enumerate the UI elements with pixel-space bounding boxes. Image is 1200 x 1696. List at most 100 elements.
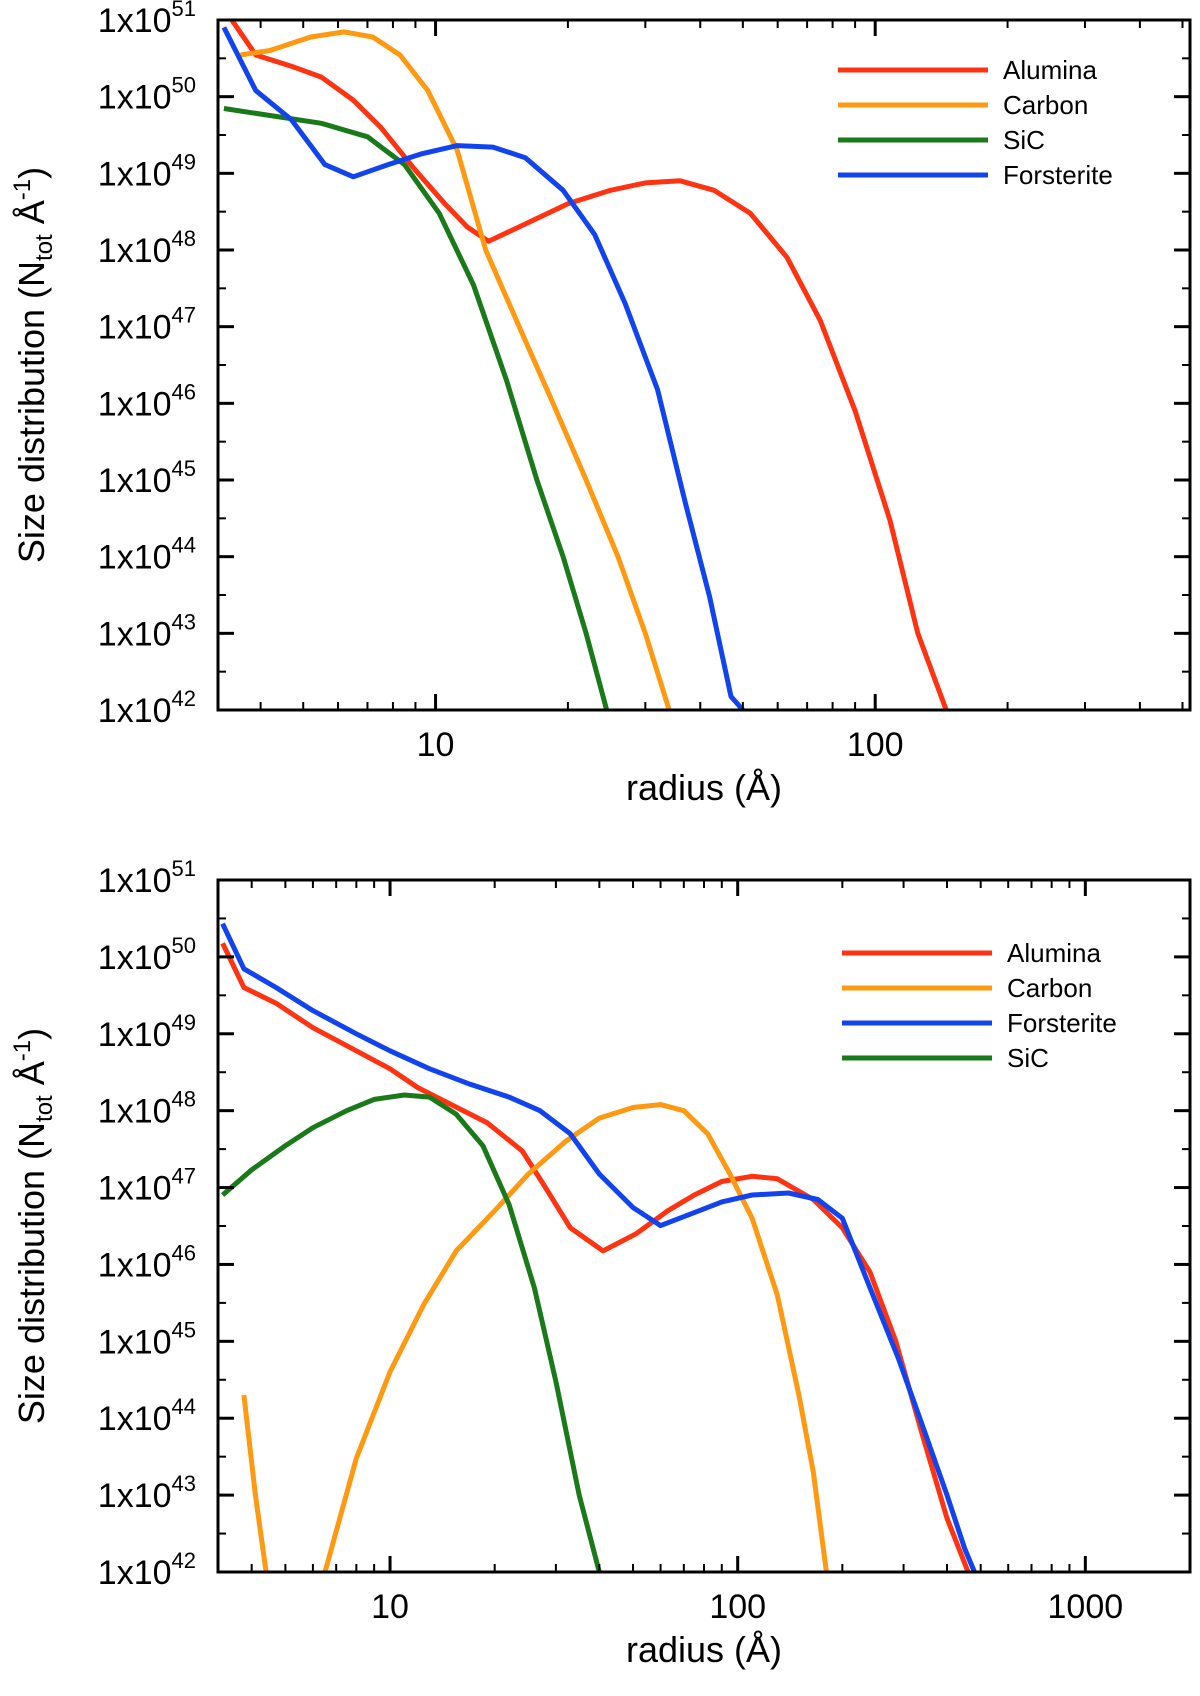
- y-tick-label: 1x1046: [98, 1240, 196, 1284]
- y-tick-exponent: 48: [172, 1087, 196, 1112]
- y-tick-exponent: 48: [172, 226, 196, 251]
- y-tick-label: 1x1051: [98, 856, 196, 900]
- y-tick-exponent: 46: [172, 1240, 196, 1265]
- y-tick-label: 1x1045: [98, 1317, 196, 1361]
- x-axis-title: radius (Å): [626, 1629, 782, 1670]
- y-tick-mantissa: 1x10: [98, 1170, 172, 1208]
- chart-panel-1: 1x10421x10431x10441x10451x10461x10471x10…: [9, 0, 1192, 808]
- y-tick-exponent: 51: [172, 856, 196, 881]
- y-axis-title-close: ): [11, 167, 52, 179]
- y-tick-exponent: 50: [172, 933, 196, 958]
- x-tick-label: 10: [417, 726, 455, 764]
- y-tick-mantissa: 1x10: [98, 232, 172, 270]
- y-tick-exponent: 50: [172, 73, 196, 98]
- y-tick-label: 1x1046: [98, 379, 196, 423]
- y-tick-exponent: 46: [172, 379, 196, 404]
- y-tick-exponent: 43: [172, 1471, 196, 1496]
- y-axis-title-subscript: tot: [31, 1095, 58, 1122]
- y-axis-title-close: ): [11, 1028, 52, 1040]
- y-tick-exponent: 49: [172, 1010, 196, 1035]
- y-axis-title-unit: Å: [11, 200, 52, 234]
- y-tick-label: 1x1044: [98, 533, 196, 577]
- legend-label-carbon: Carbon: [1007, 973, 1092, 1003]
- series-line-carbon-seg2: [322, 1102, 829, 1572]
- series-line-sic: [223, 106, 610, 710]
- y-tick-mantissa: 1x10: [98, 539, 172, 577]
- x-axis-title: radius (Å): [626, 767, 782, 808]
- plot-frame: [216, 18, 1192, 712]
- y-axis-title: Size distribution (Ntot Å-1): [9, 167, 58, 563]
- y-tick-label: 1x1051: [98, 0, 196, 40]
- y-tick-exponent: 44: [172, 1394, 196, 1419]
- y-tick-label: 1x1042: [98, 1548, 196, 1592]
- legend-label-forsterite: Forsterite: [1007, 1008, 1117, 1038]
- y-tick-exponent: 47: [172, 303, 196, 328]
- y-tick-exponent: 47: [172, 1164, 196, 1189]
- y-tick-exponent: 45: [172, 456, 196, 481]
- y-tick-label: 1x1049: [98, 1010, 196, 1054]
- y-tick-mantissa: 1x10: [98, 1323, 172, 1361]
- y-axis-title-n: N: [11, 261, 52, 287]
- y-tick-exponent: 43: [172, 609, 196, 634]
- y-tick-exponent: 44: [172, 533, 196, 558]
- y-tick-mantissa: 1x10: [98, 1016, 172, 1054]
- y-axis-title-n: N: [11, 1122, 52, 1148]
- y-tick-exponent: 45: [172, 1317, 196, 1342]
- y-tick-label: 1x1042: [98, 686, 196, 730]
- series-line-carbon: [240, 29, 672, 710]
- y-tick-mantissa: 1x10: [98, 1554, 172, 1592]
- legend-label-alumina: Alumina: [1003, 55, 1097, 85]
- legend-label-sic: SiC: [1003, 125, 1045, 155]
- y-tick-mantissa: 1x10: [98, 1093, 172, 1131]
- y-tick-mantissa: 1x10: [98, 615, 172, 653]
- y-tick-exponent: 49: [172, 149, 196, 174]
- chart-panel-2: 1x10421x10431x10441x10451x10461x10471x10…: [9, 856, 1192, 1670]
- x-tick-label: 100: [709, 1588, 766, 1626]
- y-tick-mantissa: 1x10: [98, 79, 172, 117]
- y-tick-mantissa: 1x10: [98, 1246, 172, 1284]
- x-tick-label: 1000: [1048, 1588, 1124, 1626]
- y-tick-exponent: 42: [172, 1548, 196, 1573]
- series-line-sic: [220, 1092, 602, 1572]
- legend-label-sic: SiC: [1007, 1043, 1049, 1073]
- y-tick-label: 1x1050: [98, 933, 196, 977]
- y-tick-mantissa: 1x10: [98, 692, 172, 730]
- y-tick-label: 1x1048: [98, 1087, 196, 1131]
- y-tick-label: 1x1043: [98, 1471, 196, 1515]
- series-line-alumina: [228, 20, 949, 710]
- y-tick-mantissa: 1x10: [98, 862, 172, 900]
- y-tick-exponent: 51: [172, 0, 196, 21]
- series-line-carbon-seg1: [241, 1394, 269, 1572]
- y-axis-title-superscript: -1: [9, 1040, 36, 1061]
- y-tick-mantissa: 1x10: [98, 155, 172, 193]
- y-tick-exponent: 42: [172, 686, 196, 711]
- y-tick-mantissa: 1x10: [98, 1400, 172, 1438]
- y-axis-title-unit: Å: [11, 1061, 52, 1095]
- y-axis-title-superscript: -1: [9, 179, 36, 200]
- y-tick-label: 1x1043: [98, 609, 196, 653]
- y-tick-mantissa: 1x10: [98, 939, 172, 977]
- legend-label-carbon: Carbon: [1003, 90, 1088, 120]
- x-tick-label: 100: [847, 726, 904, 764]
- x-tick-label: 10: [371, 1588, 409, 1626]
- y-tick-label: 1x1044: [98, 1394, 196, 1438]
- y-axis-title: Size distribution (Ntot Å-1): [9, 1028, 58, 1424]
- series-line-forsterite: [221, 26, 745, 710]
- y-tick-label: 1x1047: [98, 1164, 196, 1208]
- y-axis-title-main: Size distribution (: [11, 1148, 52, 1424]
- legend-label-forsterite: Forsterite: [1003, 160, 1113, 190]
- y-tick-label: 1x1048: [98, 226, 196, 270]
- y-tick-mantissa: 1x10: [98, 309, 172, 347]
- y-axis-title-main: Size distribution (: [11, 287, 52, 563]
- y-tick-mantissa: 1x10: [98, 462, 172, 500]
- y-tick-mantissa: 1x10: [98, 1477, 172, 1515]
- y-tick-label: 1x1050: [98, 73, 196, 117]
- y-axis-title-subscript: tot: [31, 234, 58, 261]
- legend-label-alumina: Alumina: [1007, 938, 1101, 968]
- series-line-alumina: [220, 942, 971, 1572]
- y-tick-label: 1x1049: [98, 149, 196, 193]
- series-line-forsterite: [220, 922, 977, 1572]
- y-tick-mantissa: 1x10: [98, 2, 172, 40]
- y-tick-mantissa: 1x10: [98, 385, 172, 423]
